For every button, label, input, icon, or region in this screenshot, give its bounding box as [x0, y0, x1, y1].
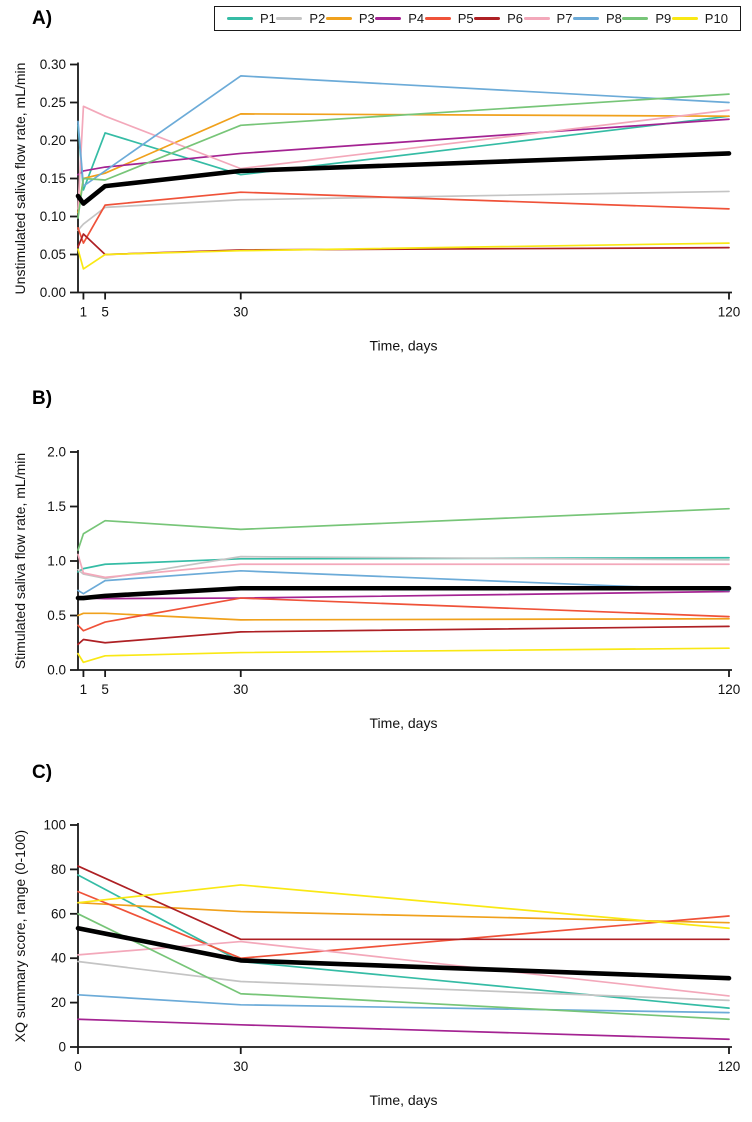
y-tick-label: 2.0 — [47, 445, 66, 460]
y-tick-label: 40 — [51, 951, 66, 966]
series-line-p7 — [77, 105, 730, 210]
legend-label: P6 — [507, 11, 524, 26]
legend-swatch-p5 — [424, 16, 451, 21]
series-line-p2 — [77, 555, 730, 580]
y-tick-label: 1.0 — [47, 554, 66, 569]
y-tick-label: 1.5 — [47, 499, 66, 514]
series-line-p8 — [77, 569, 730, 595]
y-tick-label: 80 — [51, 862, 66, 877]
legend-swatch-p10 — [671, 16, 698, 21]
series-line-p9 — [77, 507, 730, 551]
legend-item-p7: P7 — [523, 11, 573, 26]
y-tick-label: 0.10 — [40, 209, 66, 224]
series-line-mean — [75, 151, 732, 206]
y-tick-label: 0.25 — [40, 95, 66, 110]
x-tick-label: 120 — [718, 682, 741, 697]
series-line-p6 — [77, 625, 730, 646]
legend-swatch-p4 — [375, 16, 402, 21]
legend-swatch-p9 — [622, 16, 649, 21]
legend-swatch-p3 — [325, 16, 352, 21]
y-tick-label: 20 — [51, 995, 66, 1010]
x-tick-label: 1 — [80, 682, 88, 697]
series-line-p10 — [77, 242, 730, 270]
y-tick-label: 0.5 — [47, 608, 66, 623]
legend-label: P2 — [309, 11, 326, 26]
legend-item-p8: P8 — [572, 11, 622, 26]
chart-b-stimulated-saliva-flow: 1 5 30 120 0.0 0.5 1.0 1.5 2.0 Time, days Stimulat… — [12, 445, 741, 732]
legend-swatch-p8 — [572, 16, 599, 21]
series-line-p5 — [77, 191, 730, 244]
legend-item-p1: P1 — [227, 11, 276, 26]
legend-swatch-p2 — [276, 16, 303, 21]
x-tick-label: 5 — [101, 305, 109, 320]
y-tick-label: 0.20 — [40, 133, 66, 148]
legend-swatch-p1 — [227, 16, 253, 21]
legend-label: P10 — [704, 11, 728, 26]
panel-label-b: B) — [32, 388, 53, 409]
legend-item-p4: P4 — [375, 11, 424, 26]
x-tick-label: 120 — [718, 1059, 741, 1074]
series-line-p5 — [77, 597, 730, 632]
y-axis-label: Stimulated saliva flow rate, mL/min — [12, 453, 28, 669]
chart-a-unstimulated-saliva-flow: 1 5 30 120 0.00 0.05 0.10 0.15 0.20 0.25 0.30 Time,… — [12, 57, 741, 354]
x-tick-label: 5 — [101, 682, 109, 697]
series-line-p10 — [77, 647, 730, 664]
series-line-p3 — [77, 901, 730, 924]
series-line-p8 — [77, 75, 730, 187]
series-line-p7 — [77, 553, 730, 579]
legend-item-p5: P5 — [424, 11, 474, 26]
chart-c-xq-summary-score: 0 30 120 0 20 40 60 80 100 Time, days XQ summary s… — [12, 818, 741, 1109]
y-tick-label: 0.00 — [40, 285, 66, 300]
y-axis-label: XQ summary score, range (0-100) — [12, 830, 28, 1042]
x-tick-label: 30 — [233, 1059, 248, 1074]
x-tick-label: 30 — [233, 682, 248, 697]
series-line-p7 — [77, 940, 730, 997]
legend-item-p3: P3 — [325, 11, 375, 26]
y-tick-label: 60 — [51, 906, 66, 921]
series-line-p10 — [77, 884, 730, 930]
series-line-p3 — [77, 612, 730, 621]
series-line-p6 — [77, 865, 730, 941]
series-line-p9 — [77, 93, 730, 219]
panel-label-a: A) — [32, 8, 53, 29]
x-axis-label: Time, days — [370, 1092, 438, 1108]
series-line-p2 — [77, 960, 730, 1002]
x-axis-label: Time, days — [370, 338, 438, 354]
legend-label: P5 — [457, 11, 474, 26]
y-tick-label: 0.05 — [40, 247, 66, 262]
x-tick-label: 1 — [80, 305, 88, 320]
y-tick-label: 0.15 — [40, 171, 66, 186]
legend-label: P9 — [655, 11, 672, 26]
x-axis-label: Time, days — [370, 715, 438, 731]
legend-item-p9: P9 — [622, 11, 671, 26]
x-tick-label: 30 — [233, 305, 248, 320]
y-tick-label: 0.0 — [47, 663, 66, 678]
legend-label: P3 — [358, 11, 375, 26]
legend: P1 P2 P3 P4 P5 P6 P7 P8 P9 P10 — [214, 6, 741, 31]
y-tick-label: 0.30 — [40, 57, 66, 72]
legend-label: P1 — [260, 11, 276, 26]
legend-item-p6: P6 — [474, 11, 523, 26]
y-tick-label: 0 — [58, 1040, 66, 1055]
legend-swatch-p6 — [474, 16, 501, 21]
legend-label: P7 — [556, 11, 573, 26]
series-line-mean — [75, 925, 732, 981]
y-axis-label: Unstimulated saliva flow rate, mL/min — [12, 63, 28, 295]
x-tick-label: 0 — [74, 1059, 82, 1074]
y-tick-label: 100 — [43, 818, 66, 833]
x-tick-label: 120 — [718, 305, 741, 320]
series-line-p8 — [77, 993, 730, 1014]
legend-item-p10: P10 — [671, 11, 728, 26]
legend-swatch-p7 — [523, 16, 550, 21]
legend-item-p2: P2 — [276, 11, 325, 26]
series-line-p4 — [77, 1018, 730, 1041]
legend-label: P8 — [605, 11, 622, 26]
legend-label: P4 — [408, 11, 425, 26]
panel-label-c: C) — [32, 762, 53, 783]
series-line-mean — [75, 585, 732, 601]
